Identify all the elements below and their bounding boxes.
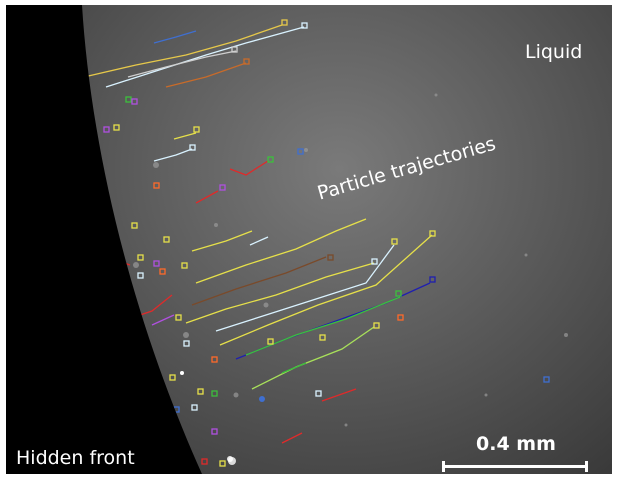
trajectory <box>173 132 197 140</box>
micrograph-scene <box>6 5 568 474</box>
particle-markers <box>97 19 550 467</box>
trajectory <box>281 362 307 374</box>
trajectory <box>215 244 395 332</box>
trajectory <box>219 234 433 346</box>
trajectory <box>245 296 401 356</box>
trajectory <box>191 256 327 306</box>
scale-bar-label: 0.4 mm <box>476 433 556 455</box>
background-particles <box>133 93 568 427</box>
trajectory <box>321 388 357 402</box>
trajectory <box>249 236 269 246</box>
trajectory <box>83 24 283 78</box>
trajectory <box>151 314 175 326</box>
label-hidden-front: Hidden front <box>16 447 135 469</box>
trajectory <box>195 190 219 204</box>
trajectory <box>281 432 303 444</box>
label-liquid: Liquid <box>525 41 583 63</box>
trajectory <box>153 30 197 44</box>
trajectory <box>105 26 305 88</box>
trajectory <box>185 262 375 324</box>
trajectory <box>229 160 269 176</box>
scale-bar-left-tick <box>442 461 445 472</box>
trajectory <box>251 326 375 390</box>
scale-bar-line <box>442 465 588 468</box>
hidden-front-region <box>6 5 202 474</box>
trajectory <box>165 62 247 88</box>
micrograph-image: Liquid Particle trajectories Hidden fron… <box>6 5 612 474</box>
trajectory <box>153 148 193 162</box>
trajectory <box>191 230 253 252</box>
trajectory <box>127 50 237 78</box>
scale-bar <box>442 461 588 472</box>
scale-bar-right-tick <box>585 461 588 472</box>
trajectory <box>195 218 367 284</box>
